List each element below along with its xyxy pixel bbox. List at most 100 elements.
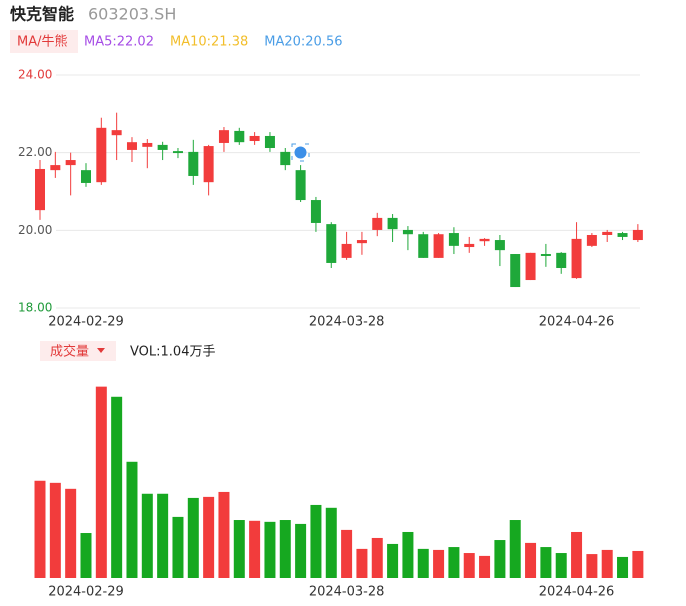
candle-body: [35, 168, 45, 211]
volume-bar: [95, 386, 107, 578]
volume-bar: [494, 540, 506, 578]
dropdown-arrow[interactable]: [97, 348, 105, 353]
ma-button-bg[interactable]: [10, 30, 78, 53]
volume-bar: [203, 496, 215, 578]
x-tick-label: 2024-03-28: [309, 585, 385, 600]
candle-body: [65, 160, 76, 166]
legend-entry: MA5:22.02: [84, 35, 154, 50]
volume-bar: [356, 548, 368, 578]
volume-bar: [218, 491, 230, 578]
stock-name: 快克智能: [10, 5, 74, 24]
volume-bar: [279, 520, 291, 578]
volume-bar: [157, 493, 169, 578]
legend-entry: MA20:20.56: [264, 35, 342, 50]
candle-body: [448, 233, 459, 246]
volume-bar: [571, 531, 583, 578]
volume-bar: [325, 507, 337, 578]
volume-label: VOL:1.04万手: [130, 345, 215, 360]
volume-bar: [172, 516, 184, 578]
candle-body: [464, 243, 475, 248]
candle-body: [341, 243, 352, 258]
volume-bar: [601, 549, 613, 578]
volume-bar: [310, 504, 322, 578]
volume-bar: [264, 521, 276, 578]
candle-body: [249, 135, 260, 142]
volume-bar: [341, 529, 353, 578]
candle-body: [126, 142, 137, 150]
candle-body: [387, 217, 398, 230]
volume-button[interactable]: 成交量: [50, 344, 89, 360]
candle-body: [632, 229, 643, 241]
volume-bar: [417, 548, 429, 578]
y-tick-label: 22.00: [18, 145, 52, 159]
volume-bar: [632, 550, 644, 578]
y-tick-label: 20.00: [18, 223, 52, 237]
candle-body: [310, 200, 321, 223]
volume-bar: [463, 553, 475, 578]
candle-body: [295, 170, 306, 201]
volume-bar: [402, 531, 414, 578]
candle-body: [525, 252, 536, 281]
volume-bar: [479, 555, 491, 578]
candle-body: [188, 151, 199, 176]
volume-bar: [233, 520, 245, 578]
y-tick-label: 24.00: [18, 68, 52, 82]
volume-button-bg[interactable]: [40, 341, 116, 361]
candle-body: [111, 130, 122, 136]
candle-body: [356, 240, 367, 244]
candle-body: [602, 231, 613, 235]
candle-body: [218, 130, 229, 143]
volume-bar: [433, 549, 445, 578]
x-tick-label: 2024-04-26: [539, 315, 615, 330]
volume-bar: [295, 523, 307, 578]
candle-body: [571, 238, 582, 279]
candle-body: [402, 229, 413, 235]
volume-bar: [586, 554, 598, 578]
candle-body: [280, 151, 291, 166]
volume-bar: [126, 461, 138, 578]
candle-body: [433, 234, 444, 258]
candle-body: [264, 135, 275, 149]
candle-body: [326, 224, 337, 263]
stock-code: 603203.SH: [88, 5, 176, 24]
candle-body: [586, 234, 597, 246]
candle-body: [617, 233, 628, 237]
ma-button[interactable]: MA/牛熊: [17, 34, 68, 50]
candle-body: [510, 254, 521, 288]
volume-bar: [65, 488, 77, 578]
volume-bar: [448, 547, 460, 578]
candle-body: [172, 151, 183, 154]
volume-bar: [509, 520, 521, 578]
candle-body: [372, 217, 383, 230]
candle-body: [556, 252, 567, 269]
volume-bar: [555, 553, 567, 578]
marker-icon: [291, 143, 310, 162]
candle-body: [418, 234, 429, 258]
volume-bar: [617, 556, 629, 578]
volume-bar: [34, 480, 46, 578]
volume-bar: [80, 533, 92, 578]
candle-body: [234, 130, 245, 143]
volume-bar: [387, 543, 399, 578]
marker-dot: [294, 146, 307, 159]
candle-body: [479, 238, 490, 242]
volume-bar: [111, 396, 123, 578]
volume-bar: [49, 482, 61, 578]
x-tick-label: 2024-02-29: [48, 315, 124, 330]
y-tick-label: 18.00: [18, 301, 52, 315]
candle-body: [157, 144, 168, 150]
x-tick-label: 2024-03-28: [309, 315, 385, 330]
candle-body: [96, 127, 107, 183]
volume-bar: [187, 497, 199, 578]
volume-bar: [525, 542, 537, 578]
x-tick-label: 2024-04-26: [539, 585, 615, 600]
candle-body: [50, 165, 61, 171]
candle-body: [142, 142, 153, 147]
x-tick-label: 2024-02-29: [48, 585, 124, 600]
candle-body: [494, 240, 505, 251]
volume-bar: [249, 520, 261, 578]
legend-entry: MA10:21.38: [170, 35, 248, 50]
volume-bar: [141, 493, 153, 578]
candle-body: [203, 146, 214, 183]
